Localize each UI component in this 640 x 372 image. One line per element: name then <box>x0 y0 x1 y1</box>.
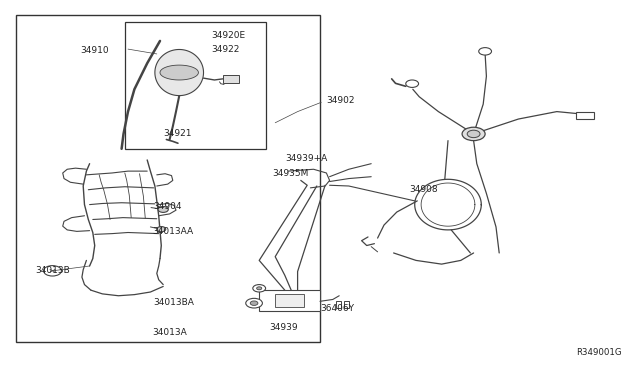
Bar <box>16 15 320 342</box>
Text: 34910: 34910 <box>80 46 109 55</box>
Bar <box>275 294 304 307</box>
Circle shape <box>246 298 262 308</box>
Text: 34920E: 34920E <box>211 31 245 40</box>
Text: 34908: 34908 <box>410 185 438 194</box>
Text: 34921: 34921 <box>163 129 192 138</box>
Text: 34902: 34902 <box>326 96 355 105</box>
Circle shape <box>157 227 166 232</box>
Circle shape <box>406 80 419 87</box>
Bar <box>223 75 239 83</box>
Circle shape <box>462 127 485 141</box>
Text: R349001G: R349001G <box>577 348 622 357</box>
Text: 34013A: 34013A <box>152 328 187 337</box>
Circle shape <box>158 206 168 212</box>
Circle shape <box>257 287 262 290</box>
Text: 34013AA: 34013AA <box>152 227 193 236</box>
Text: 34013B: 34013B <box>35 266 70 275</box>
Text: 34922: 34922 <box>211 45 239 54</box>
Text: 34939: 34939 <box>269 323 298 332</box>
Bar <box>344 301 349 308</box>
Text: 34939+A: 34939+A <box>285 154 327 163</box>
Circle shape <box>479 48 492 55</box>
Circle shape <box>44 266 61 276</box>
Text: 34013BA: 34013BA <box>154 298 195 307</box>
Polygon shape <box>155 49 204 96</box>
Bar <box>125 22 266 149</box>
Bar <box>336 301 341 308</box>
Bar <box>576 112 594 119</box>
Circle shape <box>467 130 480 138</box>
Text: 34904: 34904 <box>154 202 182 211</box>
Bar <box>259 290 320 311</box>
Text: 34935M: 34935M <box>272 169 308 178</box>
Polygon shape <box>160 65 198 80</box>
Circle shape <box>250 301 258 305</box>
Circle shape <box>253 285 266 292</box>
Text: 36406Y: 36406Y <box>320 304 354 313</box>
